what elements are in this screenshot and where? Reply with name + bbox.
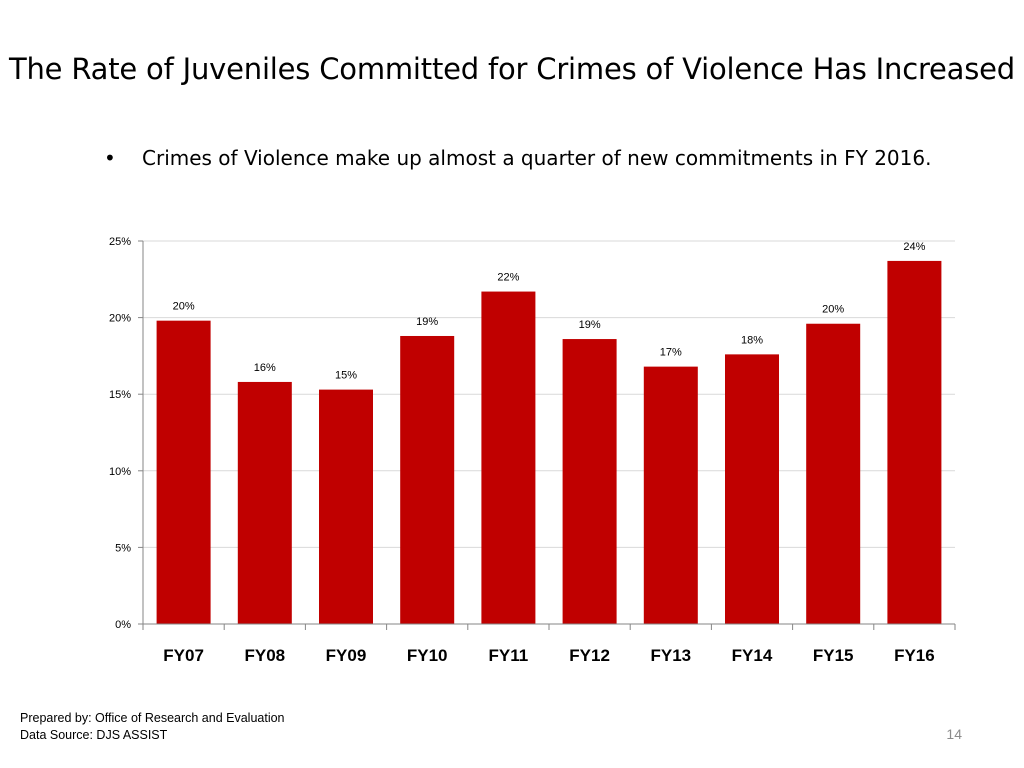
x-category-label: FY12 xyxy=(569,646,610,665)
data-label: 19% xyxy=(579,319,601,331)
data-label: 17% xyxy=(660,347,682,359)
x-category-label: FY14 xyxy=(732,646,773,665)
bar-fy15 xyxy=(806,323,861,624)
prepared-by-text: Prepared by: Office of Research and Eval… xyxy=(20,711,285,725)
bar-fy16 xyxy=(887,260,942,624)
data-label: 20% xyxy=(173,301,195,313)
bar-fy11 xyxy=(481,291,536,624)
y-tick-label: 5% xyxy=(115,542,131,554)
slide-title: The Rate of Juveniles Committed for Crim… xyxy=(8,52,1016,86)
bar-fy12 xyxy=(562,339,617,624)
x-category-label: FY08 xyxy=(244,646,285,665)
y-tick-label: 0% xyxy=(115,619,131,631)
y-tick-label: 20% xyxy=(109,313,131,325)
bar-fy14 xyxy=(725,354,779,624)
data-source-text: Data Source: DJS ASSIST xyxy=(20,728,168,742)
data-label: 18% xyxy=(741,334,763,346)
data-label: 24% xyxy=(903,241,925,253)
bar-fy10 xyxy=(400,335,455,624)
bar-fy09 xyxy=(319,389,373,624)
x-category-label: FY10 xyxy=(407,646,448,665)
bar-fy13 xyxy=(643,366,698,624)
bar-fy07 xyxy=(156,320,211,624)
y-tick-label: 25% xyxy=(109,236,131,248)
y-tick-label: 10% xyxy=(109,466,131,478)
bullet-text: Crimes of Violence make up almost a quar… xyxy=(142,146,932,170)
y-tick-label: 15% xyxy=(109,389,131,401)
data-label: 16% xyxy=(254,362,276,374)
x-category-label: FY16 xyxy=(894,646,935,665)
bullet-symbol: • xyxy=(104,146,116,170)
data-label: 20% xyxy=(822,304,844,316)
x-category-label: FY09 xyxy=(326,646,367,665)
footer-note: Prepared by: Office of Research and Eval… xyxy=(20,710,285,744)
data-label: 19% xyxy=(416,316,438,328)
x-category-label: FY13 xyxy=(650,646,691,665)
page-number: 14 xyxy=(946,726,962,742)
x-category-label: FY15 xyxy=(813,646,854,665)
bar-fy08 xyxy=(237,381,292,624)
data-label: 22% xyxy=(497,272,519,284)
x-category-label: FY07 xyxy=(163,646,204,665)
data-label: 15% xyxy=(335,370,357,382)
x-category-label: FY11 xyxy=(489,646,529,665)
bullet-point: • Crimes of Violence make up almost a qua… xyxy=(104,146,931,170)
bar-chart: 0% 5% 10% 15% 20% 25% 20% FY07 16% FY08 15% FY09 19%… xyxy=(109,236,956,665)
